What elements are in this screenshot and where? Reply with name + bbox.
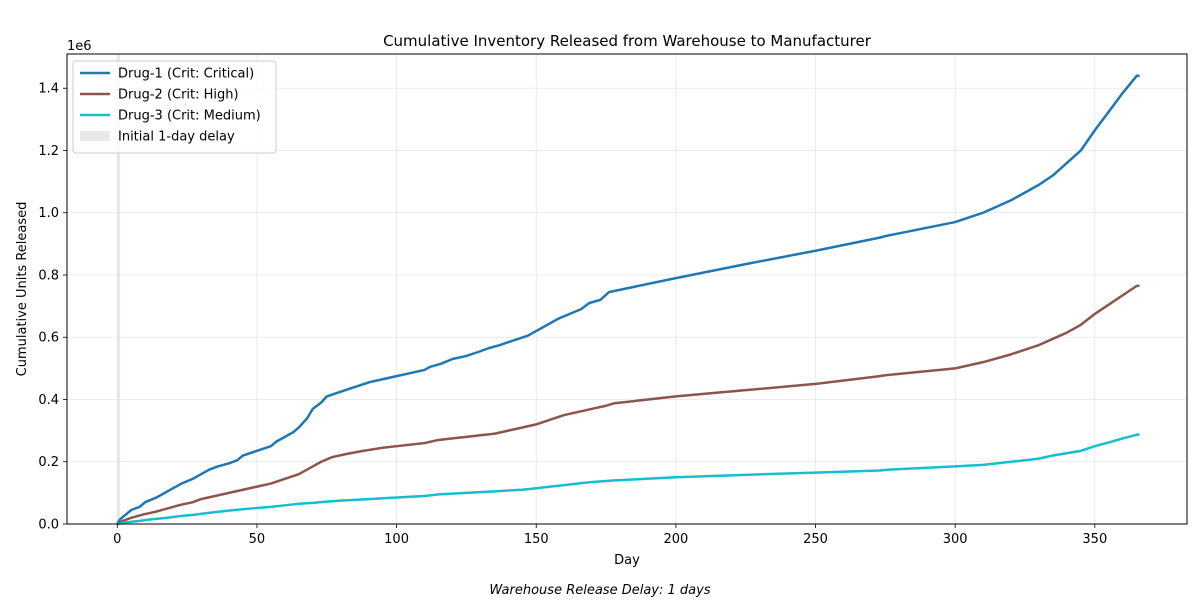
footnote: Warehouse Release Delay: 1 days bbox=[489, 583, 710, 598]
x-tick-label: 300 bbox=[943, 532, 968, 547]
delay-shaded-region bbox=[117, 54, 121, 524]
legend: Drug-1 (Crit: Critical) Drug-2 (Crit: Hig… bbox=[72, 60, 277, 154]
series-line-drug-3 bbox=[117, 433, 1140, 526]
y-tick-label: 0.0 bbox=[38, 518, 59, 533]
x-axis-label: Day bbox=[614, 553, 640, 568]
x-tick-label: 350 bbox=[1082, 532, 1107, 547]
x-tick-label: 150 bbox=[524, 532, 549, 547]
y-tick-label: 1.0 bbox=[38, 206, 59, 221]
y-tick-label: 0.2 bbox=[38, 455, 59, 470]
x-tick-label: 0 bbox=[113, 532, 121, 547]
legend-label-drug-2: Drug-2 (Crit: High) bbox=[118, 88, 239, 103]
legend-label-drug-3: Drug-3 (Crit: Medium) bbox=[118, 109, 261, 124]
legend-swatch-delay bbox=[80, 131, 110, 141]
chart-title: Cumulative Inventory Released from Wareh… bbox=[383, 32, 872, 50]
x-tick-label: 50 bbox=[249, 532, 266, 547]
y-tick-label: 0.6 bbox=[38, 331, 59, 346]
legend-label-drug-1: Drug-1 (Crit: Critical) bbox=[118, 67, 254, 82]
y-axis-label: Cumulative Units Released bbox=[15, 202, 30, 377]
legend-label-delay: Initial 1-day delay bbox=[118, 130, 235, 145]
y-tick-label: 0.4 bbox=[38, 393, 59, 408]
x-tick-label: 100 bbox=[384, 532, 409, 547]
x-axis-ticks: 0 50 100 150 200 250 300 350 bbox=[113, 524, 1107, 547]
legend-box bbox=[72, 60, 277, 154]
series-line-drug-1 bbox=[116, 74, 1140, 525]
y-tick-label: 0.8 bbox=[38, 268, 59, 283]
y-scale-label: 1e6 bbox=[67, 39, 92, 54]
y-tick-label: 1.2 bbox=[38, 144, 59, 159]
x-tick-label: 250 bbox=[803, 532, 828, 547]
x-tick-label: 200 bbox=[663, 532, 688, 547]
plot-frame bbox=[66, 53, 1188, 525]
series-line-drug-2 bbox=[116, 284, 1140, 526]
series-layer bbox=[116, 74, 1140, 526]
shaded-region-layer bbox=[117, 54, 121, 524]
y-tick-label: 1.4 bbox=[38, 82, 59, 97]
y-axis-ticks: 0.0 0.2 0.4 0.6 0.8 1.0 1.2 1.4 bbox=[38, 82, 67, 533]
